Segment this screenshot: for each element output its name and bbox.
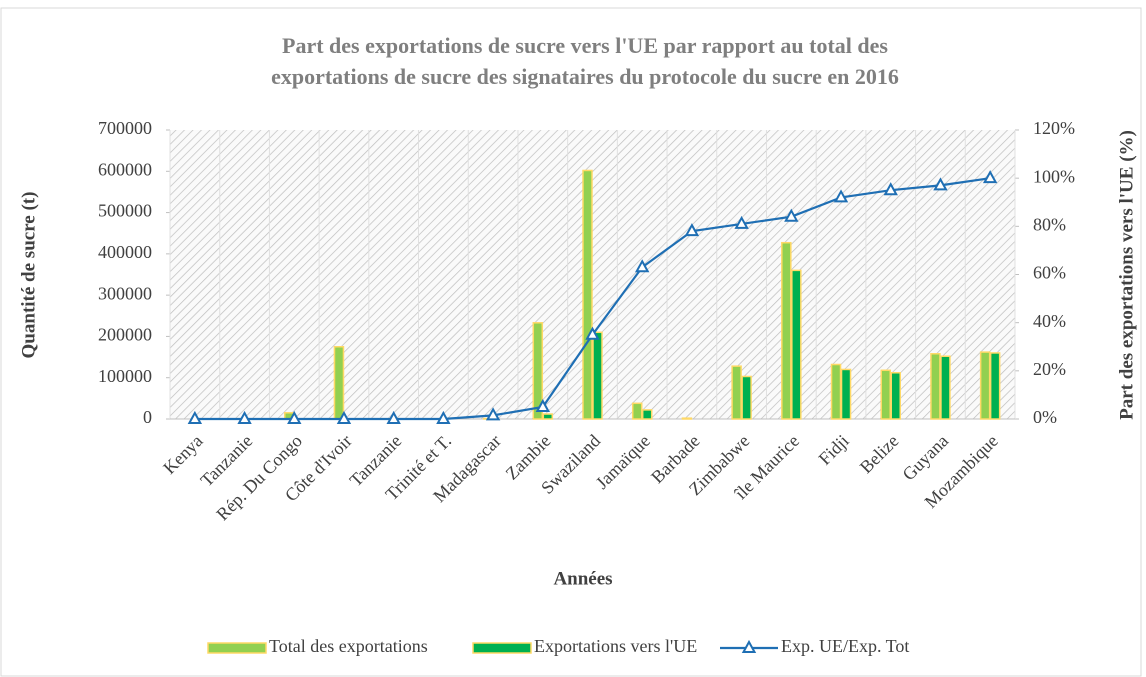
- y2-tick-label: 0%: [1033, 407, 1057, 427]
- legend-swatch: [472, 642, 532, 654]
- line-marker: [535, 398, 550, 412]
- chart-title: Part des exportations de sucre vers l'UE…: [282, 33, 888, 58]
- bar: [542, 413, 554, 420]
- legend-label: Total des exportations: [269, 636, 428, 656]
- y2-tick-label: 40%: [1033, 311, 1066, 331]
- line-marker: [635, 259, 650, 273]
- bar: [741, 375, 752, 420]
- legend-label: Exp. UE/Exp. Tot: [781, 636, 909, 656]
- legend-label: Exportations vers l'UE: [534, 636, 697, 656]
- chart-title: exportations de sucre des signataires du…: [271, 64, 899, 89]
- y-tick-label: 100000: [98, 366, 152, 386]
- bar: [641, 409, 653, 420]
- line-marker: [933, 177, 948, 191]
- bar: [880, 369, 891, 420]
- legend-swatch: [207, 642, 267, 654]
- line-marker: [485, 407, 501, 421]
- bar: [333, 346, 345, 420]
- bar: [890, 372, 901, 420]
- bar: [781, 241, 792, 420]
- bar: [830, 363, 842, 420]
- bar: [791, 269, 802, 420]
- line-marker: [784, 208, 799, 222]
- y2-tick-label: 20%: [1033, 359, 1066, 379]
- line-marker: [386, 410, 401, 424]
- bar: [840, 368, 852, 420]
- y2-tick-label: 100%: [1033, 166, 1075, 186]
- x-axis-label: Années: [553, 568, 612, 589]
- y2-tick-label: 80%: [1033, 214, 1066, 234]
- line-marker: [436, 410, 451, 424]
- y-tick-label: 400000: [98, 242, 152, 262]
- line-marker: [585, 326, 600, 340]
- y-tick-label: 300000: [98, 283, 152, 303]
- y-tick-label: 700000: [98, 118, 152, 138]
- y-tick-label: 0: [143, 407, 152, 427]
- line-marker: [336, 410, 352, 424]
- bar: [631, 402, 643, 420]
- bar: [979, 351, 991, 420]
- line-marker: [982, 170, 998, 184]
- bar: [592, 331, 603, 420]
- y2-tick-label: 60%: [1033, 263, 1066, 283]
- y2-axis-label: Part des exportations vers l'UE (%): [1116, 130, 1137, 420]
- y-axis-label: Quantité de sucre (t): [18, 192, 39, 359]
- y-tick-label: 200000: [98, 325, 152, 345]
- bar: [582, 169, 593, 420]
- y2-tick-label: 120%: [1033, 118, 1075, 138]
- line-marker: [684, 223, 700, 237]
- legend-marker: [741, 639, 757, 653]
- line-marker: [287, 410, 302, 424]
- y-tick-label: 600000: [98, 159, 152, 179]
- bar: [989, 352, 1001, 420]
- y-tick-label: 500000: [98, 201, 152, 221]
- bar: [930, 353, 941, 420]
- line-marker: [833, 189, 849, 203]
- line-marker: [237, 410, 252, 424]
- line-marker: [734, 215, 749, 229]
- bar: [731, 365, 742, 420]
- bar: [681, 417, 693, 420]
- bar: [940, 355, 951, 420]
- bar: [532, 322, 544, 420]
- line-marker: [883, 182, 898, 196]
- line-marker: [187, 410, 203, 424]
